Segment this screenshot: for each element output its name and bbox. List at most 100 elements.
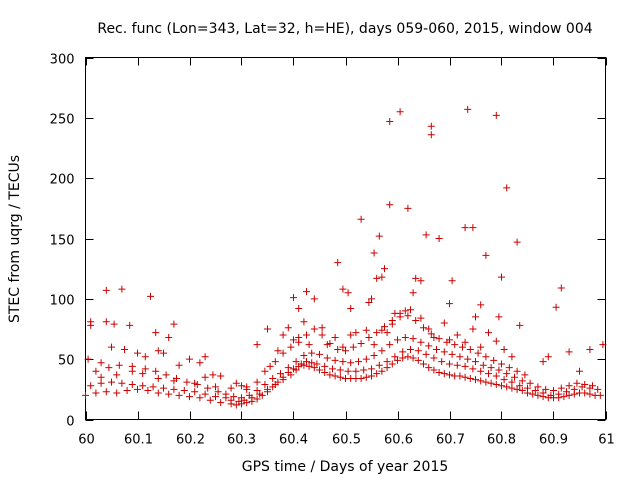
data-point <box>134 385 141 393</box>
data-point <box>396 108 404 116</box>
data-point <box>417 314 425 322</box>
data-point <box>128 362 136 370</box>
data-point <box>300 318 308 326</box>
data-point <box>227 384 235 392</box>
data-point <box>508 378 516 386</box>
data-point <box>394 336 401 344</box>
data-point <box>401 307 409 315</box>
data-point <box>336 373 344 381</box>
data-point <box>596 391 604 399</box>
data-point <box>420 360 427 368</box>
data-point <box>412 274 420 282</box>
data-point <box>290 336 297 344</box>
data-point <box>175 361 183 369</box>
data-point <box>365 333 373 341</box>
data-point <box>149 383 157 391</box>
data-point <box>386 201 394 209</box>
data-point <box>310 364 318 372</box>
data-point <box>175 391 183 399</box>
data-point <box>500 346 508 354</box>
data-point <box>557 284 565 292</box>
data-point <box>344 289 352 297</box>
data-point <box>570 385 578 393</box>
data-point <box>160 349 167 357</box>
data-point <box>139 382 147 390</box>
data-point <box>141 365 149 373</box>
data-point <box>261 381 269 389</box>
x-axis-label: GPS time / Days of year 2015 <box>242 459 449 475</box>
data-point <box>108 378 115 386</box>
data-point <box>329 365 336 373</box>
data-point <box>516 382 524 390</box>
data-point <box>165 333 173 341</box>
data-point <box>461 338 469 346</box>
data-point <box>446 336 453 344</box>
data-point <box>144 387 152 395</box>
data-point <box>446 371 453 379</box>
data-point <box>474 349 482 357</box>
data-point <box>193 381 201 389</box>
data-point <box>495 313 503 321</box>
data-point <box>479 361 487 369</box>
data-point <box>586 346 594 354</box>
data-point <box>339 285 347 293</box>
data-point <box>238 382 245 390</box>
data-point <box>326 371 334 379</box>
data-point <box>539 358 547 366</box>
data-point <box>409 289 417 297</box>
data-point <box>139 370 147 378</box>
data-point <box>271 358 279 366</box>
data-point <box>204 384 212 392</box>
data-point <box>365 298 373 306</box>
data-point <box>349 343 357 351</box>
data-point <box>573 379 581 387</box>
data-point <box>544 353 552 361</box>
data-point <box>212 393 219 401</box>
data-point <box>425 364 433 372</box>
data-point <box>196 359 204 367</box>
data-point <box>232 379 240 387</box>
data-point <box>232 401 240 409</box>
data-point <box>269 374 277 382</box>
y-tick-label: 300 <box>50 53 75 68</box>
data-point <box>284 364 292 372</box>
data-point <box>292 358 300 366</box>
data-point <box>513 367 521 375</box>
y-axis-label: STEC from uqrg / TECUs <box>7 155 23 323</box>
data-point <box>206 396 214 404</box>
data-point <box>404 204 412 212</box>
data-point <box>594 385 602 393</box>
data-point <box>505 364 513 372</box>
data-point <box>492 372 500 380</box>
data-point <box>290 294 297 302</box>
y-tick-label: 150 <box>50 234 75 249</box>
data-point <box>435 235 443 242</box>
data-point <box>347 359 355 367</box>
data-point <box>300 352 308 360</box>
data-point <box>378 326 386 334</box>
data-point <box>472 313 479 321</box>
data-point <box>472 376 479 384</box>
y-tick-label: 50 <box>58 354 75 369</box>
data-point <box>503 184 511 192</box>
data-point <box>212 383 219 391</box>
data-point <box>531 387 539 395</box>
data-point <box>134 349 141 357</box>
data-point <box>381 265 388 273</box>
data-point <box>362 355 370 363</box>
data-point <box>599 341 607 349</box>
data-point <box>370 352 378 360</box>
data-point <box>547 391 555 399</box>
data-point <box>456 353 464 361</box>
data-point <box>253 387 261 395</box>
data-point <box>576 367 583 375</box>
data-point <box>482 378 490 386</box>
y-tick-label: 100 <box>50 294 75 309</box>
data-point <box>253 395 261 403</box>
data-point <box>534 391 542 399</box>
data-point <box>414 347 422 355</box>
data-point <box>498 382 505 390</box>
data-point <box>461 224 469 232</box>
data-point <box>217 399 225 407</box>
data-point <box>154 374 162 382</box>
